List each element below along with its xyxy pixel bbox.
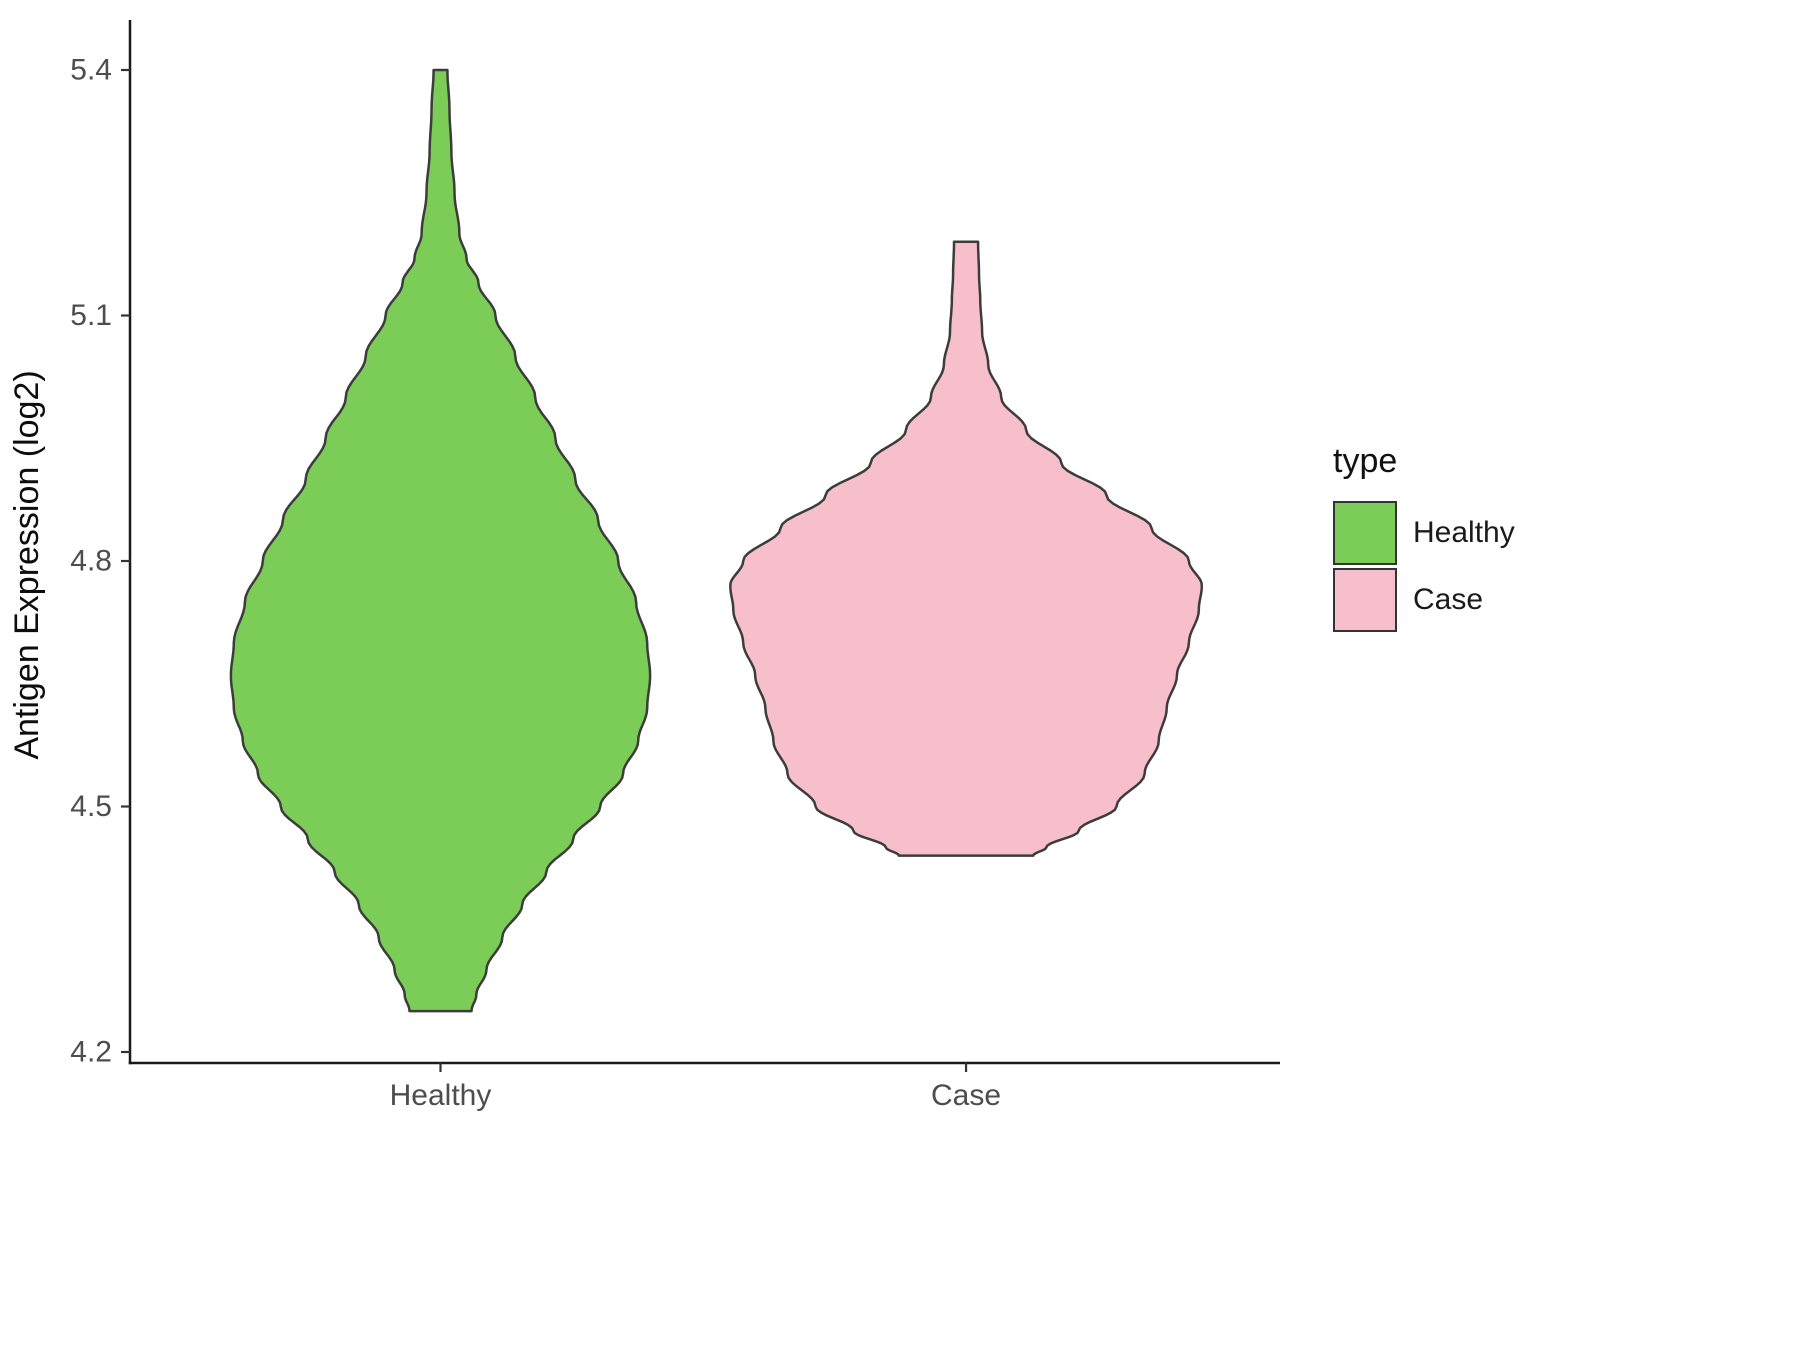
violin-case: [729, 240, 1204, 857]
y-tick-label: 4.8: [70, 545, 112, 578]
x-tick-label: Case: [931, 1079, 1001, 1112]
y-tick-label: 5.1: [70, 299, 112, 332]
legend: type Healthy Case: [1333, 442, 1515, 635]
legend-entry-healthy: Healthy: [1333, 501, 1515, 565]
legend-title: type: [1333, 442, 1398, 480]
x-tick-label: Healthy: [390, 1079, 492, 1112]
legend-entry-case: Case: [1333, 568, 1515, 632]
axes: 4.2 4.5 4.8 5.1 5.4 Healthy Case: [70, 20, 1280, 1112]
violin-healthy: [229, 68, 652, 1013]
y-tick-label: 4.5: [70, 790, 112, 823]
legend-label-case: Case: [1413, 583, 1484, 616]
y-axis-title: Antigen Expression (log2): [8, 370, 46, 759]
legend-key-case-swatch: [1333, 568, 1397, 632]
y-tick-label: 5.4: [70, 54, 112, 87]
legend-key-healthy-swatch: [1333, 501, 1397, 565]
legend-label-healthy: Healthy: [1413, 516, 1515, 549]
violins: [229, 68, 1204, 1013]
y-tick-label: 4.2: [70, 1036, 112, 1069]
